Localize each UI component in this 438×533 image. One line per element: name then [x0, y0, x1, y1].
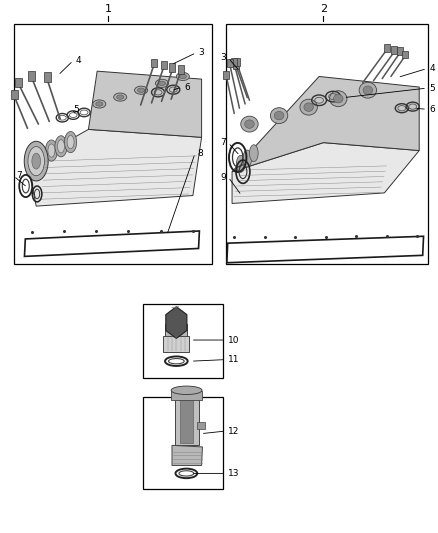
Ellipse shape	[96, 102, 103, 106]
Ellipse shape	[67, 135, 74, 149]
Text: 3: 3	[198, 48, 204, 57]
Ellipse shape	[46, 140, 57, 161]
Text: 5: 5	[73, 106, 79, 114]
Ellipse shape	[64, 132, 77, 152]
Text: 7: 7	[16, 172, 21, 181]
Ellipse shape	[241, 116, 258, 132]
Ellipse shape	[155, 79, 169, 87]
Bar	[161, 61, 167, 69]
Text: 13: 13	[228, 469, 239, 478]
Ellipse shape	[359, 82, 377, 98]
Polygon shape	[166, 306, 187, 338]
Text: 7: 7	[220, 138, 226, 147]
Ellipse shape	[270, 108, 288, 124]
Polygon shape	[232, 143, 419, 204]
Ellipse shape	[93, 100, 106, 108]
Text: 6: 6	[184, 83, 190, 92]
Ellipse shape	[138, 88, 145, 92]
Bar	[44, 72, 50, 82]
Bar	[143, 304, 223, 378]
Text: 9: 9	[220, 173, 226, 182]
Ellipse shape	[329, 91, 347, 107]
Ellipse shape	[333, 94, 343, 103]
Ellipse shape	[114, 93, 127, 101]
Bar	[11, 90, 18, 99]
Bar	[163, 336, 189, 352]
Polygon shape	[28, 130, 201, 206]
Bar	[15, 77, 22, 87]
Bar	[396, 47, 403, 55]
Bar	[143, 397, 223, 489]
Ellipse shape	[304, 103, 314, 111]
Text: 3: 3	[220, 53, 226, 62]
Ellipse shape	[243, 150, 252, 167]
Bar	[223, 71, 230, 78]
Text: 10: 10	[228, 335, 239, 344]
Ellipse shape	[245, 120, 254, 128]
Bar	[14, 23, 212, 264]
Bar	[175, 395, 198, 446]
Bar	[234, 59, 240, 67]
Bar	[170, 63, 176, 72]
Ellipse shape	[28, 147, 45, 176]
Text: 1: 1	[105, 4, 112, 14]
Text: 8: 8	[197, 149, 203, 158]
Ellipse shape	[32, 153, 41, 169]
Ellipse shape	[57, 140, 64, 153]
Ellipse shape	[179, 74, 187, 79]
Ellipse shape	[24, 141, 48, 181]
Text: 11: 11	[228, 355, 239, 364]
Text: 2: 2	[320, 4, 327, 14]
Ellipse shape	[363, 86, 373, 94]
Text: 4: 4	[429, 64, 435, 73]
Ellipse shape	[300, 99, 318, 115]
Bar	[180, 397, 193, 443]
Ellipse shape	[274, 111, 284, 120]
Ellipse shape	[55, 136, 67, 157]
Bar	[226, 23, 428, 264]
Polygon shape	[232, 76, 419, 172]
Text: 6: 6	[429, 105, 435, 114]
Bar	[178, 66, 184, 74]
Ellipse shape	[177, 72, 189, 80]
Text: 4: 4	[75, 56, 81, 65]
Ellipse shape	[48, 144, 55, 157]
Bar	[384, 44, 390, 52]
Polygon shape	[172, 446, 202, 465]
Text: 12: 12	[228, 426, 239, 435]
Polygon shape	[88, 71, 201, 138]
Bar	[151, 59, 157, 68]
Bar	[171, 391, 202, 400]
Bar	[166, 324, 187, 336]
Bar	[28, 71, 35, 80]
Bar	[233, 61, 240, 69]
Text: 5: 5	[429, 84, 435, 93]
Ellipse shape	[250, 145, 258, 161]
Bar	[227, 59, 233, 67]
Bar	[197, 422, 205, 430]
Ellipse shape	[134, 86, 148, 94]
Ellipse shape	[159, 81, 166, 86]
Ellipse shape	[171, 386, 202, 394]
Ellipse shape	[117, 95, 124, 99]
Bar	[231, 59, 237, 67]
Bar	[391, 46, 397, 54]
Bar	[402, 51, 408, 59]
Ellipse shape	[237, 155, 245, 172]
